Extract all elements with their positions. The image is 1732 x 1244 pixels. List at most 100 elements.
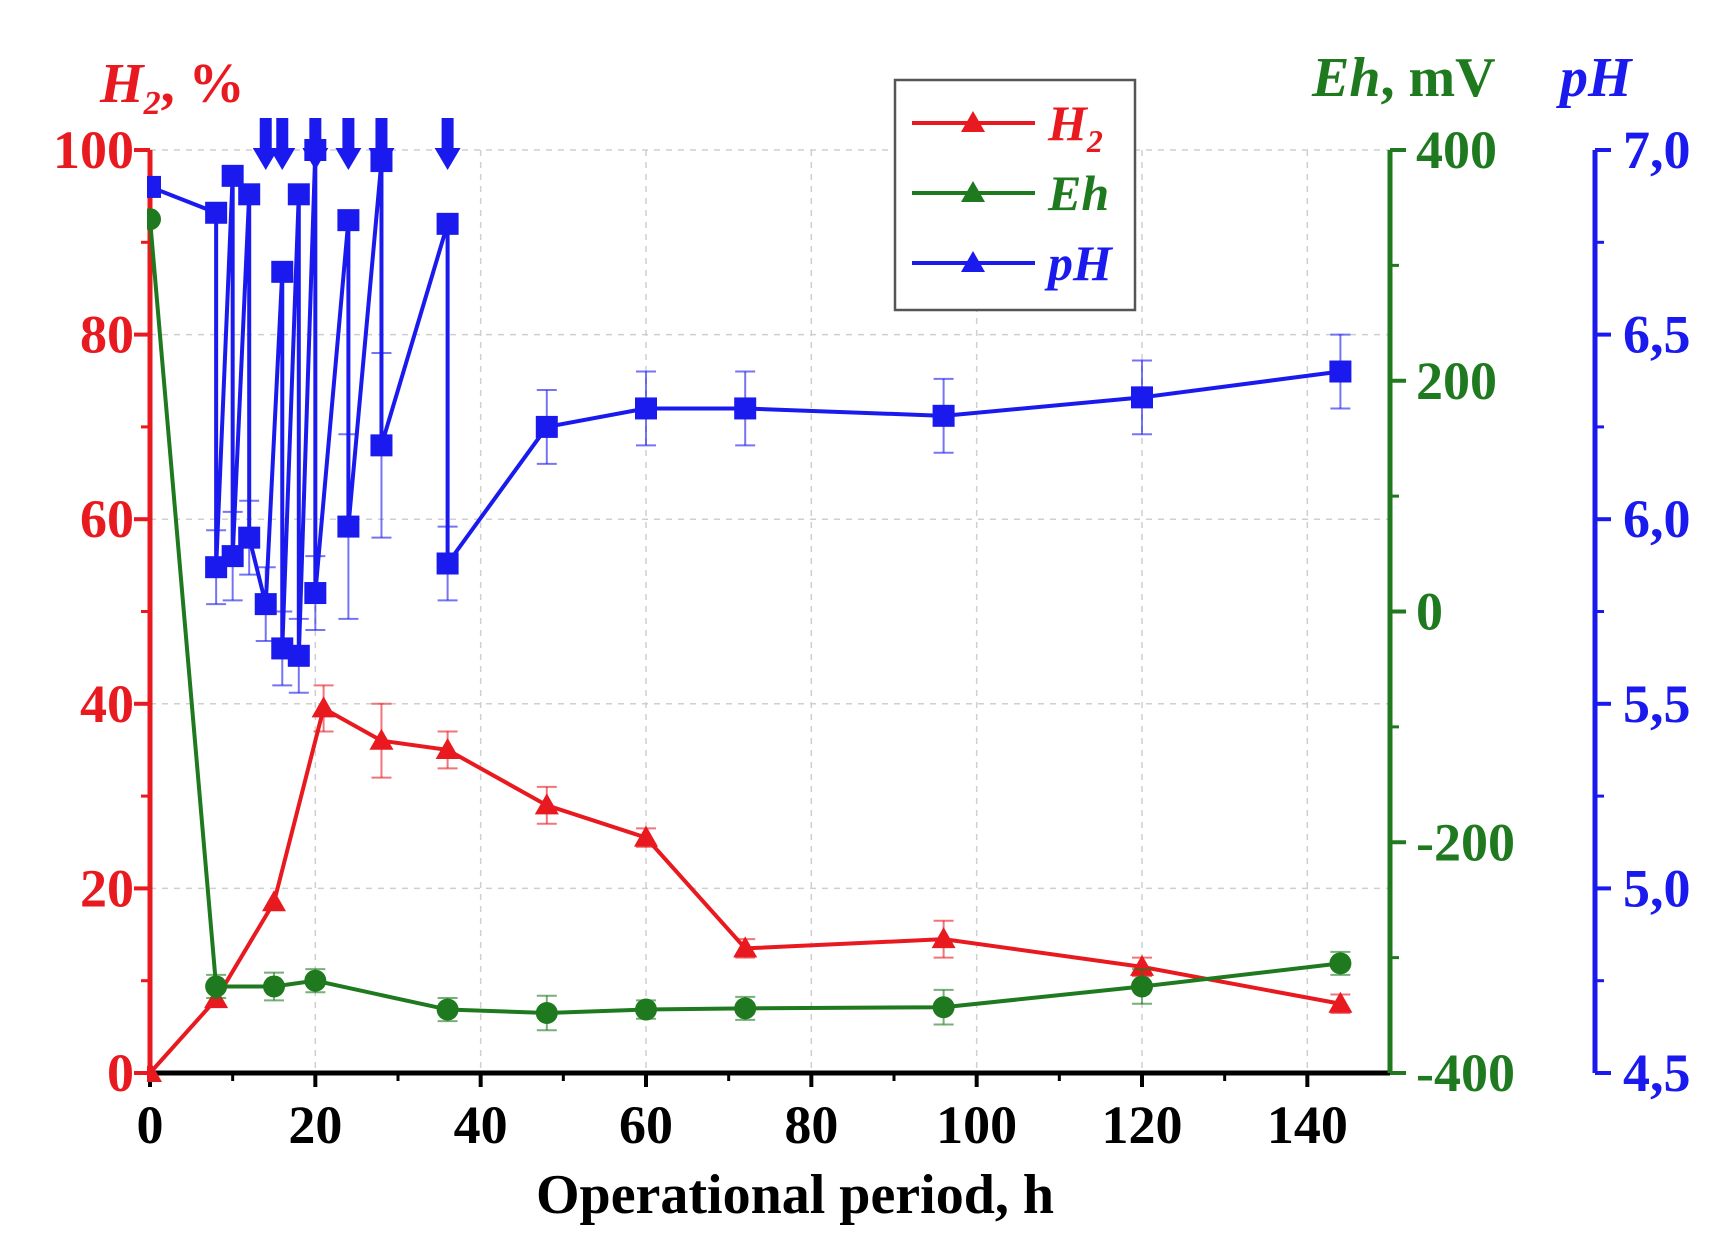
h2-point (311, 696, 336, 718)
legend-marker-icon (961, 111, 985, 132)
arrow-head (335, 148, 362, 170)
left-tick-label: 40 (80, 674, 134, 734)
right1-tick-label: -200 (1416, 812, 1515, 872)
eh-point (263, 975, 285, 998)
x-tick-label: 120 (1102, 1095, 1183, 1155)
left-tick-label: 100 (53, 120, 134, 180)
x-tick-label: 0 (137, 1095, 164, 1155)
eh-point (436, 998, 459, 1021)
arrow-shaft (276, 118, 289, 150)
grid (150, 149, 1390, 1073)
right2-tick-label: 5,0 (1623, 858, 1691, 918)
legend-marker-icon (961, 181, 985, 202)
arrow-shaft (309, 118, 322, 150)
eh-point (635, 998, 657, 1021)
h2-point (534, 793, 559, 815)
right1-tick-label: 200 (1416, 351, 1497, 411)
arrow-shaft (342, 118, 355, 150)
legend-label-main: Eh (1047, 165, 1109, 221)
legend-item-h2: H2 (912, 95, 1103, 159)
ticks: 0 20 40 60 80 100 120 140 0 20 40 60 80 100 -400 -200 0 2… (53, 120, 1691, 1155)
right2-tick-label: 5,5 (1623, 674, 1691, 734)
right1-axis-title-main: Eh (1311, 47, 1381, 109)
left-tick-label: 60 (80, 489, 134, 549)
legend-item-ph: pH (912, 235, 1114, 291)
ph-point (635, 397, 657, 420)
ph-point (1131, 386, 1153, 409)
ph-point (271, 637, 294, 660)
legend-marker-icon (961, 251, 985, 272)
ph-point (734, 397, 757, 420)
left-tick-label: 20 (80, 858, 134, 918)
ph-point (287, 644, 310, 667)
h2-point (1328, 991, 1353, 1013)
x-tick-label: 20 (288, 1095, 342, 1155)
ph-point (254, 593, 277, 616)
h2-line (148, 705, 1341, 1075)
legend-item-eh: Eh (912, 165, 1109, 221)
ph-point (147, 175, 161, 198)
x-tick-label: 100 (936, 1095, 1017, 1155)
h2-point (634, 825, 658, 847)
right1-tick-label: 400 (1416, 120, 1497, 180)
adjustment-arrow (335, 118, 362, 170)
legend-items: H2 Eh pH (912, 95, 1114, 291)
arrows (252, 118, 461, 170)
right1-axis-title-suffix: , mV (1381, 47, 1496, 109)
eh-point (304, 969, 327, 992)
x-tick-label: 40 (454, 1095, 508, 1155)
arrow-shaft (441, 118, 454, 150)
h2-point (435, 737, 460, 759)
series-h2 (147, 684, 1353, 1082)
adjustment-arrow (434, 118, 461, 170)
h2-point (733, 936, 758, 958)
right1-tick-label: -400 (1416, 1043, 1515, 1103)
x-tick-label: 140 (1267, 1095, 1348, 1155)
legend-label-main: H (1047, 95, 1089, 151)
legend-label: Eh (1047, 165, 1109, 221)
h2-point (931, 927, 956, 949)
left-axis-title: H2, % (99, 53, 245, 122)
arrow-head (269, 148, 296, 170)
eh-point (147, 208, 161, 231)
left-tick-label: 0 (107, 1043, 134, 1103)
ph-line (149, 149, 1341, 656)
arrow-shaft (259, 118, 272, 150)
left-axis-title-sub: 2 (143, 85, 161, 122)
right1-tick-label: 0 (1416, 582, 1443, 642)
arrow-shaft (375, 118, 388, 150)
h2-point (1130, 954, 1154, 976)
ph-point (535, 415, 558, 438)
left-axis-title-suffix: , % (161, 53, 245, 115)
arrow-head (302, 148, 329, 170)
x-tick-label: 60 (619, 1095, 673, 1155)
ph-point (932, 404, 955, 427)
eh-point (535, 1002, 558, 1025)
legend-label-sub: 2 (1086, 123, 1103, 159)
adjustment-arrow (368, 118, 395, 170)
arrow-head (252, 148, 279, 170)
adjustment-arrow (302, 118, 329, 170)
right1-axis-title: Eh, mV (1311, 47, 1496, 109)
legend-label-main: pH (1044, 235, 1114, 291)
h2-point (262, 890, 286, 912)
ph-point (238, 526, 261, 549)
left-axis-title-main: H (99, 53, 145, 115)
eh-point (1131, 975, 1153, 998)
ph-point (1329, 360, 1352, 383)
legend-label: H2 (1047, 95, 1103, 159)
right2-tick-label: 6,5 (1623, 305, 1691, 365)
right2-tick-label: 7,0 (1623, 120, 1691, 180)
series-ph (147, 139, 1352, 694)
ph-point (370, 434, 393, 457)
eh-point (932, 996, 955, 1019)
adjustment-arrow (269, 118, 296, 170)
series (147, 139, 1353, 1082)
arrow-head (368, 148, 395, 170)
x-axis-title: Operational period, h (536, 1164, 1054, 1226)
x-tick-label: 80 (784, 1095, 838, 1155)
legend-label: pH (1044, 235, 1114, 291)
ph-point (337, 515, 360, 538)
eh-point (734, 997, 757, 1020)
